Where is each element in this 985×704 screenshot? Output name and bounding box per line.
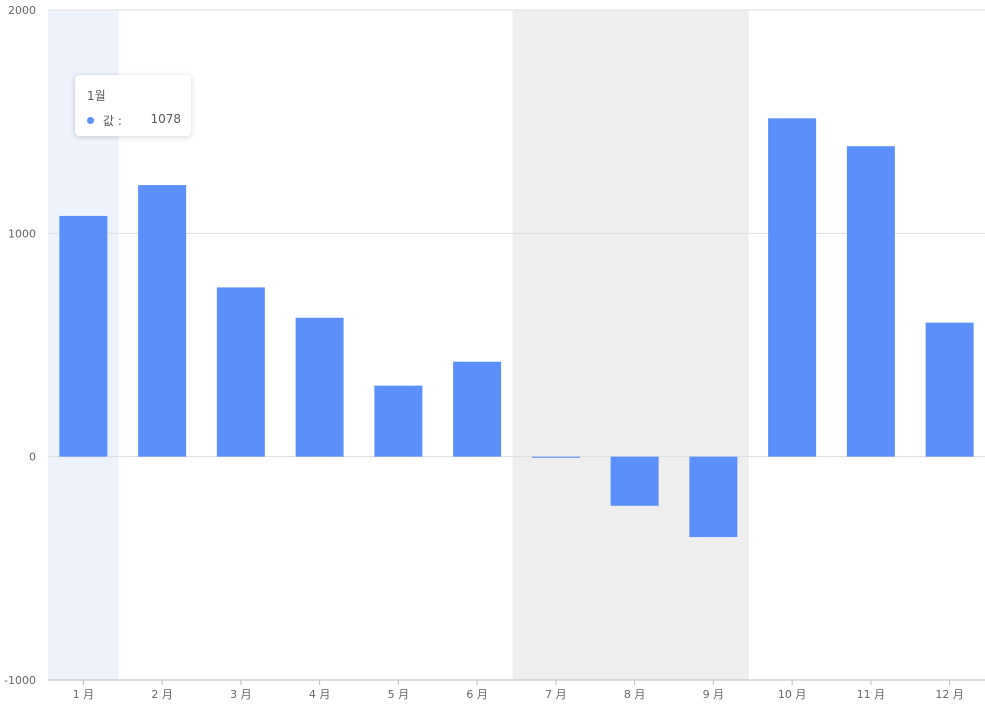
x-tick-label: 2 月 bbox=[151, 688, 173, 701]
y-tick-label: 1000 bbox=[8, 227, 36, 240]
highlight-region bbox=[512, 10, 749, 680]
tooltip: 1월 값 : 1078 bbox=[75, 75, 191, 136]
bar[interactable] bbox=[374, 385, 423, 457]
tooltip-value: 1078 bbox=[150, 112, 181, 126]
grid-lines bbox=[48, 9, 985, 681]
x-tick-label: 5 月 bbox=[388, 688, 410, 701]
bar[interactable] bbox=[925, 322, 974, 457]
series-marker-icon bbox=[87, 117, 94, 124]
bar[interactable] bbox=[689, 456, 738, 538]
axes: 2000 1000 0 -1000 1 月 2 月 3 月 4 月 5 月 6 月 7 月 8 月 9 … bbox=[4, 4, 964, 701]
tooltip-label: 값 : bbox=[103, 114, 122, 128]
x-tick-label: 7 月 bbox=[545, 688, 567, 701]
tooltip-title: 1월 bbox=[87, 89, 106, 103]
bars bbox=[59, 118, 974, 538]
bar[interactable] bbox=[138, 185, 187, 457]
bar[interactable] bbox=[216, 287, 265, 457]
bar[interactable] bbox=[610, 456, 659, 506]
bar[interactable] bbox=[768, 118, 817, 457]
bar[interactable] bbox=[531, 456, 580, 458]
x-tick-label: 3 月 bbox=[230, 688, 252, 701]
tooltip-row: 값 : 1078 bbox=[87, 112, 181, 129]
x-tick-label: 11 月 bbox=[857, 688, 886, 701]
x-tick-label: 4 月 bbox=[309, 688, 331, 701]
x-tick-label: 9 月 bbox=[703, 688, 725, 701]
x-tick-label: 10 月 bbox=[778, 688, 807, 701]
bar[interactable] bbox=[59, 215, 108, 457]
y-tick-label: 0 bbox=[29, 451, 36, 464]
bar[interactable] bbox=[453, 361, 502, 457]
y-tick-label: 2000 bbox=[8, 4, 36, 17]
x-tick-label: 6 月 bbox=[466, 688, 488, 701]
bar[interactable] bbox=[846, 146, 895, 457]
x-tick-label: 12 月 bbox=[935, 688, 964, 701]
x-tick-label: 8 月 bbox=[624, 688, 646, 701]
y-tick-label: -1000 bbox=[4, 674, 36, 687]
x-tick-label: 1 月 bbox=[73, 688, 95, 701]
bar[interactable] bbox=[295, 317, 344, 457]
